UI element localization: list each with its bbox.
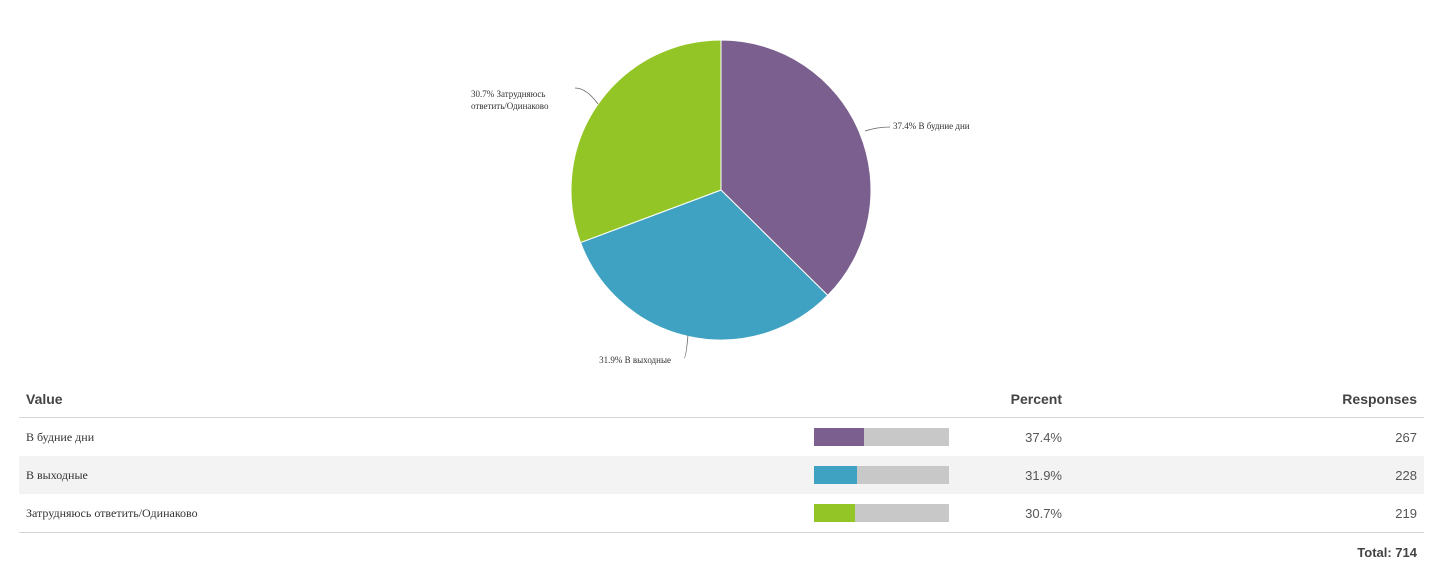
slice-callout-label: 31.9% В выходные <box>599 355 671 365</box>
callout-leader-line <box>684 335 688 358</box>
slice-callout-label: 30.7% Затрудняюсь <box>471 89 545 99</box>
row-responses: 219 <box>1069 494 1424 533</box>
header-bar <box>807 380 957 418</box>
pie-chart: 37.4% В будние дни 31.9% В выходные 30.7% … <box>0 0 1441 380</box>
row-percent: 30.7% <box>957 494 1069 533</box>
percent-bar <box>814 428 949 446</box>
header-value: Value <box>19 380 807 418</box>
percent-bar-fill <box>814 504 855 522</box>
total-row: Total: 714 <box>19 533 1424 571</box>
row-percent: 37.4% <box>957 418 1069 457</box>
total-label: Total: 714 <box>19 533 1424 571</box>
header-percent: Percent <box>957 380 1069 418</box>
row-value: Затрудняюсь ответить/Одинаково <box>19 494 807 533</box>
row-value: В выходные <box>19 456 807 494</box>
percent-bar <box>814 466 949 484</box>
callout-leader-line <box>575 88 598 104</box>
percent-bar-fill <box>814 428 864 446</box>
table-header-row: Value Percent Responses <box>19 380 1424 418</box>
header-responses: Responses <box>1069 380 1424 418</box>
callout-leader-line <box>865 127 890 131</box>
table-row: Затрудняюсь ответить/Одинаково 30.7% 219 <box>19 494 1424 533</box>
row-value: В будние дни <box>19 418 807 457</box>
results-table: Value Percent Responses В будние дни 37.… <box>19 380 1424 571</box>
table-row: В выходные 31.9% 228 <box>19 456 1424 494</box>
percent-bar <box>814 504 949 522</box>
slice-callout-label: 37.4% В будние дни <box>893 121 970 131</box>
table-row: В будние дни 37.4% 267 <box>19 418 1424 457</box>
row-responses: 228 <box>1069 456 1424 494</box>
slice-callout-label: ответить/Одинаково <box>471 101 549 111</box>
row-percent: 31.9% <box>957 456 1069 494</box>
row-responses: 267 <box>1069 418 1424 457</box>
percent-bar-fill <box>814 466 857 484</box>
